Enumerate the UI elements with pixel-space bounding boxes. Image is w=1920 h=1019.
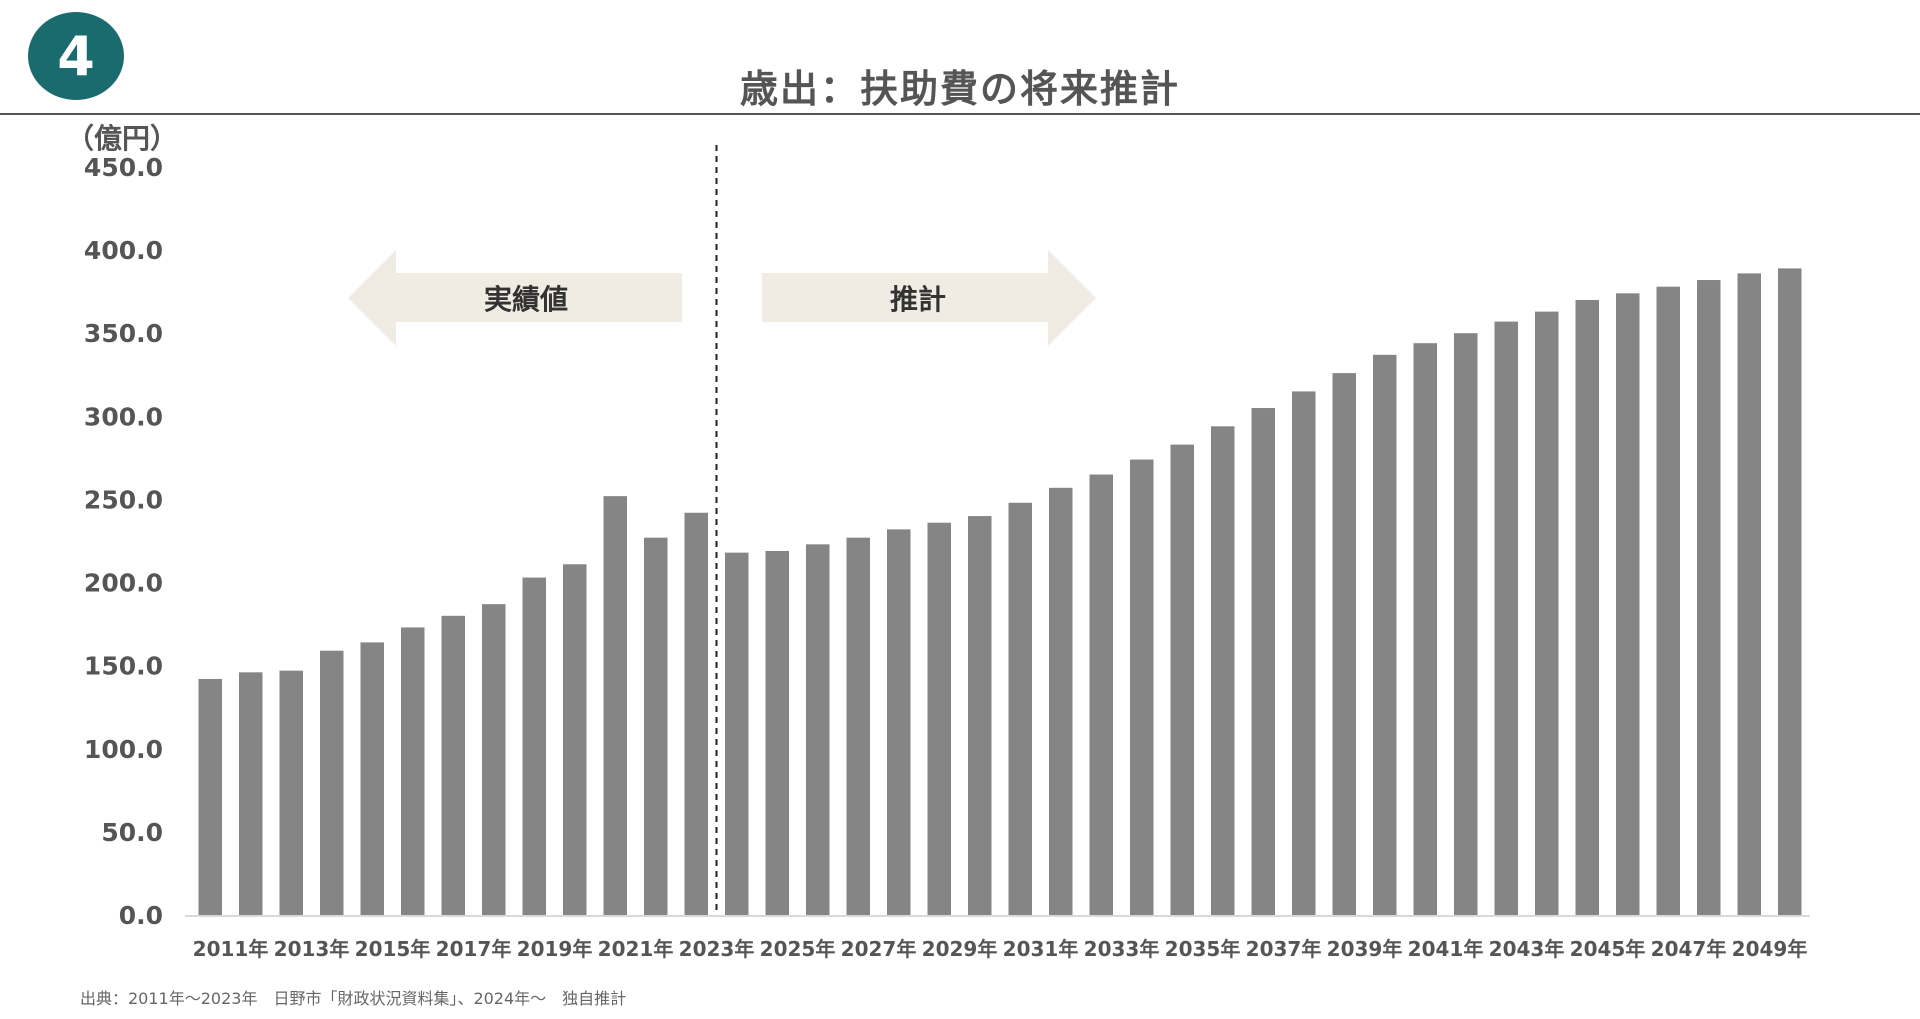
x-tick-label: 2021年 bbox=[598, 937, 674, 961]
y-tick-label: 400.0 bbox=[84, 236, 163, 265]
y-tick-label: 50.0 bbox=[101, 818, 163, 847]
bar bbox=[522, 577, 546, 915]
bar bbox=[1251, 408, 1275, 915]
x-tick-label: 2013年 bbox=[274, 937, 350, 961]
x-tick-label: 2049年 bbox=[1732, 937, 1808, 961]
x-tick-label: 2019年 bbox=[517, 937, 593, 961]
bar bbox=[1332, 373, 1356, 915]
source-note: 出典：2011年～2023年 日野市「財政状況資料集」、2024年～ 独自推計 bbox=[80, 989, 627, 1008]
bar bbox=[401, 627, 425, 915]
bar bbox=[1535, 311, 1559, 915]
x-tick-label: 2043年 bbox=[1489, 937, 1565, 961]
bar bbox=[1211, 426, 1235, 915]
bar bbox=[725, 552, 749, 915]
actual-label: 実績値 bbox=[484, 283, 568, 316]
y-tick-label: 450.0 bbox=[84, 153, 163, 182]
title-divider bbox=[0, 113, 1920, 115]
bar bbox=[1008, 502, 1032, 915]
bar bbox=[320, 650, 344, 915]
bar bbox=[239, 672, 263, 915]
bar bbox=[1616, 293, 1640, 916]
x-tick-label: 2039年 bbox=[1327, 937, 1403, 961]
bar bbox=[684, 512, 708, 915]
bar bbox=[1454, 333, 1478, 915]
period-arrows: 実績値 推計 bbox=[348, 250, 1096, 346]
bar bbox=[482, 604, 506, 915]
y-axis-ticks: 0.0 50.0 100.0 150.0 200.0 250.0 300.0 350.0 400… bbox=[84, 153, 163, 930]
page-title: 歳出：扶助費の将来推計 bbox=[739, 67, 1180, 111]
x-tick-label: 2015年 bbox=[355, 937, 431, 961]
y-axis-unit-label: （億円） bbox=[66, 122, 178, 155]
bar bbox=[603, 496, 627, 915]
y-tick-label: 150.0 bbox=[84, 652, 163, 681]
x-tick-label: 2035年 bbox=[1165, 937, 1241, 961]
bar-series bbox=[198, 268, 1802, 916]
bar bbox=[563, 564, 587, 915]
bar bbox=[441, 615, 465, 915]
bar bbox=[1049, 487, 1073, 915]
bar bbox=[1737, 273, 1761, 916]
x-tick-label: 2025年 bbox=[760, 937, 836, 961]
x-tick-label: 2027年 bbox=[841, 937, 917, 961]
x-tick-label: 2029年 bbox=[922, 937, 998, 961]
bar bbox=[198, 678, 222, 915]
bar bbox=[644, 537, 668, 915]
x-tick-label: 2041年 bbox=[1408, 937, 1484, 961]
y-tick-label: 200.0 bbox=[84, 569, 163, 598]
bar bbox=[968, 516, 992, 915]
x-axis-ticks: 2011年 2013年 2015年 2017年 2019年 2021年 2023年 2025年… bbox=[193, 937, 1808, 961]
section-number-badge: 4 bbox=[28, 12, 124, 100]
bar bbox=[1413, 343, 1437, 915]
bar bbox=[1656, 286, 1680, 915]
bar bbox=[765, 550, 789, 915]
bar bbox=[806, 544, 830, 915]
x-tick-label: 2023年 bbox=[679, 937, 755, 961]
x-tick-label: 2047年 bbox=[1651, 937, 1727, 961]
bar bbox=[1089, 474, 1113, 915]
forecast-arrow bbox=[762, 250, 1096, 346]
y-tick-label: 350.0 bbox=[84, 319, 163, 348]
x-tick-label: 2031年 bbox=[1003, 937, 1079, 961]
actual-arrow bbox=[348, 250, 682, 346]
bar bbox=[1292, 391, 1316, 915]
y-tick-label: 300.0 bbox=[84, 402, 163, 431]
forecast-label: 推計 bbox=[890, 283, 946, 316]
bar bbox=[927, 522, 951, 915]
bar bbox=[279, 670, 303, 915]
x-tick-label: 2011年 bbox=[193, 937, 269, 961]
bar bbox=[1373, 354, 1397, 915]
bar bbox=[1170, 444, 1194, 915]
bar bbox=[1130, 459, 1154, 915]
x-tick-label: 2017年 bbox=[436, 937, 512, 961]
bar bbox=[1575, 299, 1599, 915]
bar bbox=[1697, 280, 1721, 915]
bar bbox=[887, 529, 911, 915]
x-tick-label: 2033年 bbox=[1084, 937, 1160, 961]
bar bbox=[360, 642, 384, 915]
x-tick-label: 2045年 bbox=[1570, 937, 1646, 961]
bar bbox=[1494, 321, 1518, 915]
y-tick-label: 250.0 bbox=[84, 485, 163, 514]
x-tick-label: 2037年 bbox=[1246, 937, 1322, 961]
y-tick-label: 0.0 bbox=[119, 901, 163, 930]
bar bbox=[846, 537, 870, 915]
y-tick-label: 100.0 bbox=[84, 735, 163, 764]
bar bbox=[1778, 268, 1802, 915]
